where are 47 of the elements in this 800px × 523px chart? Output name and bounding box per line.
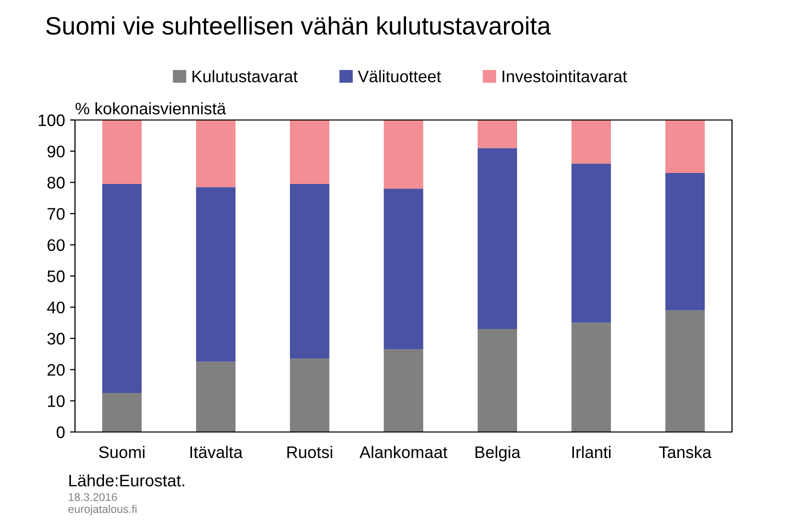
y-tick-label: 80	[47, 176, 65, 189]
bar	[665, 310, 705, 432]
x-tick-label: Belgia	[476, 446, 521, 462]
y-tick-label: 60	[48, 239, 65, 252]
chart-title: Suomi vie suhteellisen vähän kulutustavaroita	[46, 16, 551, 35]
y-tick-label: 90	[48, 146, 65, 158]
y-tick-label: 40	[47, 302, 65, 314]
bar	[478, 329, 518, 432]
legend-label: Kulutustavarat	[192, 70, 298, 82]
x-tick-label: Irlanti	[572, 446, 610, 458]
y-tick-label: 70	[48, 208, 65, 220]
y-tick-label: 10	[48, 395, 65, 408]
bar	[290, 358, 330, 432]
y-axis-title: % kokonaisviennistä	[76, 102, 226, 114]
bar	[102, 120, 142, 184]
bar	[196, 187, 236, 362]
y-tick-label: 0	[56, 426, 65, 438]
x-tick-label: Ruotsi	[287, 446, 332, 458]
bar	[290, 120, 330, 184]
x-tick-label: Alankomaat	[360, 446, 448, 458]
bar	[665, 173, 705, 310]
bar	[290, 184, 330, 359]
bar	[102, 393, 142, 432]
text: Lähde:Eurostat.	[69, 474, 184, 486]
y-tick-label: 30	[47, 332, 65, 345]
bar	[572, 164, 611, 323]
bar	[478, 148, 518, 330]
legend-label: Investointitavarat	[502, 70, 628, 82]
y-tick-label: 20	[48, 364, 65, 376]
bar	[384, 188, 424, 350]
y-tick-label: 100	[38, 114, 65, 126]
bar	[102, 184, 142, 393]
x-tick-label: Tanska	[659, 446, 712, 458]
bar	[384, 120, 424, 189]
bar	[572, 120, 611, 164]
y-tick-label: 50	[47, 270, 65, 282]
legend-label: Välituotteet	[358, 70, 442, 82]
bar	[384, 349, 424, 432]
x-tick-label: Suomi	[99, 446, 144, 458]
bar	[196, 362, 236, 432]
text: eurojatalous.fi	[68, 504, 136, 516]
bar	[478, 120, 518, 148]
bar	[665, 120, 705, 174]
text: 18.3.2016	[68, 493, 117, 501]
bar	[196, 120, 236, 188]
x-tick-label: Itävalta	[190, 446, 243, 458]
bar	[572, 322, 611, 432]
